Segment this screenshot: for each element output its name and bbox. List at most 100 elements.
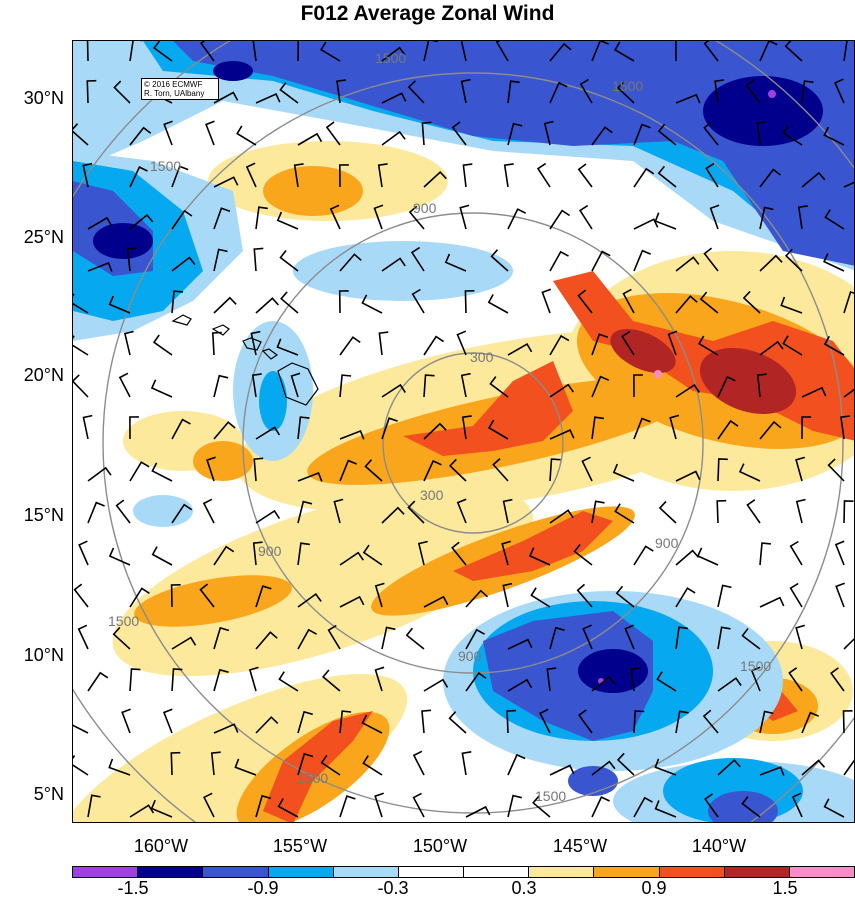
wind-barb [213,723,239,734]
wind-barb [759,41,778,62]
wind-barb [741,628,761,650]
wind-barb [759,542,771,566]
colorbar-segment [333,867,399,877]
wind-barb [465,589,489,608]
wind-barb [675,626,689,650]
wind-barb [423,41,438,62]
wind-barb [654,758,677,776]
wind-barb [278,671,299,692]
wind-barb [150,799,173,818]
wind-barb [834,78,845,104]
wind-barb [87,501,105,524]
wind-barb [73,755,89,776]
wind-barb [801,711,820,734]
wind-barb [827,458,845,482]
wind-barb [536,162,551,188]
colorbar-label-0-3: 0.3 [511,878,537,898]
wind-barb [633,123,651,146]
wind-barb [255,426,281,440]
wind-barb [338,290,349,314]
colorbar-segment [789,867,855,877]
wind-barb [633,710,645,734]
wind-barb [108,547,131,566]
wind-barb [126,247,137,272]
wind-barb [823,798,845,818]
wind-barb [381,92,407,104]
wind-barb [87,216,113,230]
wind-barb [549,42,572,62]
wind-barb [329,204,341,230]
author-text: R. Torn, UAlbany [144,89,205,98]
wind-barb [73,335,89,356]
wind-barb [464,290,475,314]
wind-barb [840,415,851,440]
wind-barb [297,710,313,734]
wind-barb [319,41,341,62]
wind-barb [750,666,761,692]
wind-barb [578,204,593,230]
wind-barb [782,125,803,146]
wind-barb [717,419,739,440]
wind-barb [73,715,89,734]
wind-barb [451,121,467,146]
wind-barb [622,288,635,314]
peak-markers [598,90,776,684]
colorbar-segment [464,867,530,877]
wind-barb [339,459,358,482]
wind-barb [297,752,314,776]
wind-barb [339,595,365,608]
wind-barb [423,335,445,356]
wind-barb [211,331,222,356]
wind-barb [549,509,574,524]
wind-barb [412,792,425,818]
wind-barb [835,582,845,608]
lon-label-150w: 150°W [412,836,468,856]
lat-label-20n: 20°N [23,365,64,385]
wind-barb [462,163,473,188]
wind-barb [297,500,313,524]
wind-barb [549,250,569,272]
wind-barb [633,374,643,398]
wind-barb [633,796,653,818]
wind-barb [327,624,341,650]
wind-barb [801,386,827,398]
wind-barb [656,671,677,692]
wind-barb [255,297,279,314]
wind-barb [667,330,678,356]
wind-barb [717,677,742,692]
wind-barb [321,669,341,692]
wind-barb [657,123,677,146]
wind-barb [507,80,520,104]
wind-barbs [73,41,854,818]
wind-barb [361,294,383,314]
wind-barb [823,335,845,356]
wind-barb [591,500,605,524]
wind-barb [843,500,854,524]
wind-barb [591,375,610,398]
colorbar [72,866,855,878]
wind-barb [377,163,388,188]
wind-barb [842,710,853,734]
wind-barb [460,41,467,62]
wind-barb [456,330,467,356]
wind-barb [789,540,803,566]
colorbar-label-neg-1-5: -1.5 [117,878,149,898]
wind-barb [495,41,509,62]
wind-barb [633,417,651,440]
wind-barb [549,81,568,104]
wind-barb [696,547,719,566]
wind-barb [381,130,406,146]
wind-barb [129,126,152,146]
wind-barb [834,540,845,566]
wind-barb [591,333,609,356]
lon-label-140w: 140°W [691,836,747,856]
wind-barb [378,331,389,356]
wind-barb [86,79,97,104]
wind-barb [171,165,189,188]
wind-barb [759,340,784,356]
wind-barb [373,204,384,230]
wind-barb [339,253,362,272]
wind-barb [407,500,425,524]
wind-barb [339,795,356,818]
wind-barb [410,246,425,272]
